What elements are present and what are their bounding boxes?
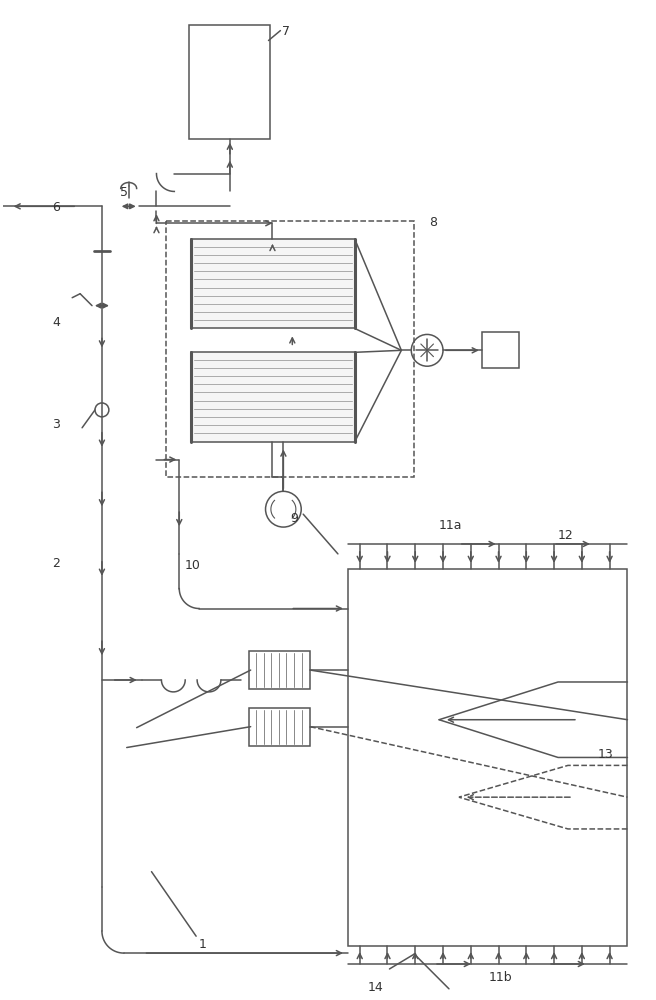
Bar bbox=[167, 221, 414, 477]
Text: 8: 8 bbox=[429, 216, 437, 229]
Bar bbox=[249, 708, 310, 746]
Text: 1: 1 bbox=[199, 938, 207, 951]
Bar bbox=[189, 25, 270, 139]
Text: 6: 6 bbox=[52, 201, 60, 214]
Bar bbox=[348, 569, 627, 946]
Bar bbox=[249, 651, 310, 689]
Bar bbox=[191, 352, 355, 442]
Bar bbox=[191, 239, 355, 328]
Text: 9: 9 bbox=[291, 512, 298, 525]
Text: 11b: 11b bbox=[489, 971, 512, 984]
Text: 12: 12 bbox=[558, 529, 574, 542]
Text: 7: 7 bbox=[282, 25, 291, 38]
Text: 2: 2 bbox=[52, 557, 60, 570]
Text: 4: 4 bbox=[52, 316, 60, 329]
Text: 3: 3 bbox=[52, 418, 60, 431]
Text: 14: 14 bbox=[367, 981, 383, 994]
Bar bbox=[482, 332, 520, 368]
Text: 10: 10 bbox=[184, 559, 200, 572]
Text: 5: 5 bbox=[120, 186, 128, 199]
Text: 13: 13 bbox=[598, 748, 613, 761]
Text: 11a: 11a bbox=[439, 519, 462, 532]
